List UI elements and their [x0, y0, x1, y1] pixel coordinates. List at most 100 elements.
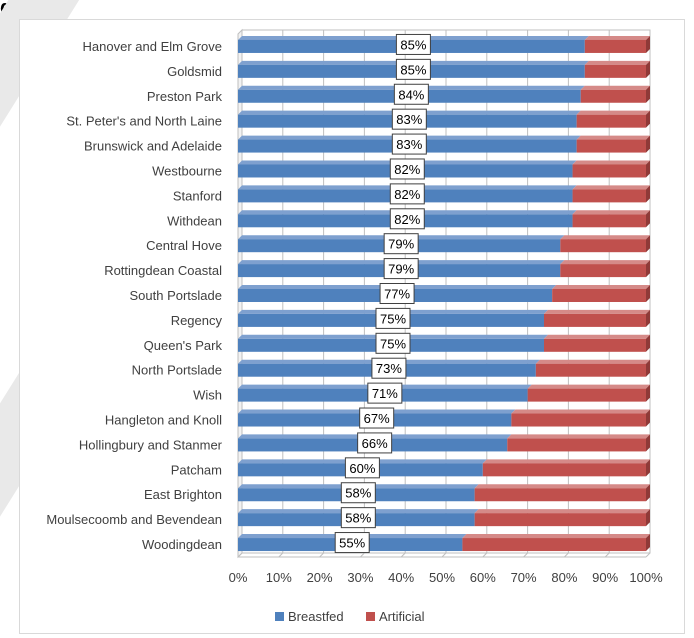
data-label: 82%	[394, 212, 420, 227]
data-label: 58%	[345, 486, 371, 501]
data-label: 85%	[400, 62, 426, 77]
bar-artificial-end	[646, 210, 650, 228]
data-label-box	[379, 283, 415, 304]
bar-artificial-top	[507, 434, 650, 439]
data-label-box	[389, 208, 425, 230]
legend-label-artificial: Artificial	[379, 609, 425, 624]
legend-swatch-artificial	[366, 612, 375, 621]
floor-gridline	[400, 552, 406, 558]
y-category-label: St. Peter's and North Laine	[66, 114, 222, 129]
data-label-box	[344, 457, 380, 479]
bar-artificial	[572, 164, 646, 178]
bar-artificial	[572, 214, 646, 228]
bar-artificial-top	[572, 185, 650, 190]
data-label: 83%	[396, 137, 422, 152]
data-label-box	[340, 507, 376, 529]
data-label-box	[395, 33, 431, 55]
y-category-label: Westbourne	[152, 163, 222, 178]
bar-artificial-top	[527, 384, 650, 389]
data-label: 79%	[388, 262, 414, 277]
bar-artificial-top	[584, 60, 650, 65]
bar-artificial-top	[572, 160, 650, 165]
data-label: 73%	[376, 361, 402, 376]
floor-gridline	[523, 552, 528, 558]
y-category-label: Hangleton and Knoll	[105, 413, 222, 428]
x-tick-label: 100%	[629, 570, 663, 585]
bar-artificial	[560, 239, 646, 253]
x-tick-label: 30%	[347, 570, 373, 585]
legend-swatch-breastfed	[275, 612, 284, 621]
bar-artificial	[527, 388, 646, 402]
bar-artificial-top	[474, 484, 650, 489]
floor-gridline	[564, 552, 569, 558]
bar-artificial-top	[560, 260, 650, 265]
bar-artificial	[552, 289, 646, 302]
y-category-label: Withdean	[167, 213, 222, 228]
y-category-label: Hanover and Elm Grove	[83, 39, 222, 54]
x-tick-label: 60%	[470, 570, 496, 585]
x-tick-label: 80%	[551, 570, 577, 585]
y-category-label: Patcham	[171, 462, 222, 477]
y-category-label: South Portslade	[129, 288, 222, 303]
bar-artificial-top	[552, 285, 650, 289]
x-tick-label: 90%	[592, 570, 618, 585]
bar-artificial-end	[646, 534, 650, 552]
data-label: 84%	[398, 87, 424, 102]
bar-artificial-end	[646, 434, 650, 452]
bar-artificial-end	[646, 285, 650, 302]
bar-artificial	[511, 413, 646, 427]
bar-artificial	[580, 89, 646, 103]
data-label: 67%	[364, 411, 390, 426]
bar-artificial-top	[544, 334, 650, 339]
bar-artificial-top	[580, 85, 650, 90]
data-label-box	[334, 532, 370, 554]
bar-artificial-end	[646, 135, 650, 153]
y-category-label: Queen's Park	[144, 338, 223, 353]
y-category-label: Wish	[193, 388, 222, 403]
bar-artificial	[560, 264, 646, 278]
data-label: 77%	[384, 287, 410, 302]
data-label-box	[375, 332, 411, 354]
bar-artificial	[584, 39, 646, 53]
y-category-label: Preston Park	[147, 89, 223, 104]
data-label-box	[389, 158, 425, 180]
bar-artificial-end	[646, 185, 650, 203]
bar-artificial	[584, 64, 646, 78]
bar-artificial-top	[584, 35, 650, 40]
data-label: 55%	[339, 536, 365, 551]
bar-artificial-end	[646, 235, 650, 253]
x-tick-label: 0%	[229, 570, 248, 585]
bar-artificial	[535, 363, 646, 377]
bar-artificial-end	[646, 334, 650, 352]
bar-artificial	[462, 538, 646, 552]
data-label-box	[371, 357, 407, 379]
x-tick-label: 70%	[511, 570, 537, 585]
y-category-label: Woodingdean	[142, 537, 222, 552]
bar-artificial-top	[462, 534, 650, 539]
bar-artificial-top	[474, 509, 650, 514]
floor-gridline	[319, 552, 324, 558]
data-label: 82%	[394, 187, 420, 202]
data-label-box	[383, 258, 419, 280]
bar-artificial-end	[646, 459, 650, 477]
bar-artificial-top	[482, 459, 650, 464]
bar-artificial	[507, 438, 646, 452]
bar-artificial	[576, 139, 646, 153]
y-category-label: Brunswick and Adelaide	[84, 139, 222, 154]
bar-artificial	[544, 313, 646, 327]
bar-artificial	[544, 338, 646, 352]
x-tick-label: 10%	[266, 570, 292, 585]
bar-artificial-end	[646, 509, 650, 527]
bar-artificial	[474, 488, 646, 502]
bar-artificial	[572, 189, 646, 203]
bar-artificial-end	[646, 359, 650, 377]
bar-artificial-end	[646, 384, 650, 402]
data-label-box	[391, 133, 427, 155]
bar-artificial-top	[511, 409, 650, 414]
floor-gridline	[604, 552, 610, 558]
data-label: 75%	[380, 336, 406, 351]
data-label: 83%	[396, 112, 422, 127]
bar-artificial-top	[535, 359, 650, 364]
floor-gridline	[278, 552, 284, 558]
bar-artificial	[482, 463, 646, 477]
